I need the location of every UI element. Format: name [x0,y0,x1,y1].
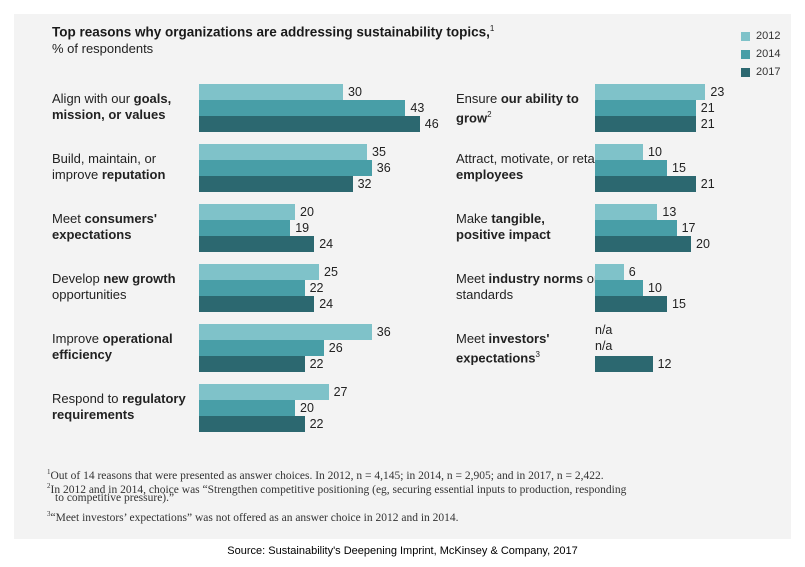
value-label-industry-norms-2014: 10 [648,281,662,295]
bar-reputation-2014 [199,160,372,176]
chart-panel: Top reasons why organizations are addres… [14,14,791,539]
value-label-employees-2012: 10 [648,145,662,159]
bar-consumers-expectations-2014 [199,220,291,236]
bar-goals-mission-or-values-2014 [199,100,406,116]
value-label-reputation-2014: 36 [376,161,391,175]
value-label-industry-norms-2017: 15 [672,297,686,311]
source-note: Source: Sustainability's Deepening Impri… [227,545,578,557]
value-label-operational-efficiency-2012: 36 [376,325,391,339]
category-label-employees: Attract, motivate, or retain employees [456,151,605,182]
value-label-consumers-expectations-2014: 19 [295,221,310,235]
bar-industry-norms-2014 [595,280,643,296]
value-label-tangible-2017: 20 [696,237,710,251]
bar-goals-mission-or-values-2017 [199,116,420,132]
bar-consumers-expectations-2017 [199,236,315,252]
category-label-reputation: Build, maintain, or improve reputation [52,151,166,182]
value-label-reputation-2012: 35 [372,145,386,159]
value-label-operational-efficiency-2017: 22 [309,357,324,371]
category-label-tangible: Make tangible, positive impact [456,211,551,242]
legend-label-2017: 2017 [756,66,781,78]
bar-regulatory-requirements-2014 [199,400,295,416]
category-label-operational-efficiency: Improve operational efficiency [52,331,173,362]
value-label-our-ability-to-grow-2012: 23 [710,85,725,99]
bar-employees-2017 [595,176,696,192]
legend-swatch-2017 [741,67,750,77]
bar-reputation-2017 [199,176,353,192]
title-footnote-mark: 1 [489,24,495,33]
bar-goals-mission-or-values-2012 [199,84,343,100]
bar-our-ability-to-grow-2012 [595,84,706,100]
value-label-our-ability-to-grow-2014: 21 [700,101,715,115]
bar-tangible-2017 [595,236,691,252]
category-label-consumers-expectations: Meet consumers' expectations [52,211,157,242]
bar-regulatory-requirements-2017 [199,416,305,432]
value-label-consumers-expectations-2017: 24 [319,237,334,251]
value-label-tangible-2014: 17 [681,221,696,235]
value-label-new-growth-2017: 24 [319,297,334,311]
category-label-new-growth: Develop new growth opportunities [52,271,176,302]
footnote-2: 2In 2012 and in 2014, choice was “Streng… [47,482,627,496]
value-label-new-growth-2012: 25 [324,265,338,279]
category-label-investors-expectations: Meet investors' expectations3 [456,331,550,366]
legend-item-2014: 2014 [741,48,780,60]
category-label-goals-mission-or-values: Align with our goals, mission, or values [52,91,172,122]
bar-operational-efficiency-2014 [199,340,324,356]
value-label-regulatory-requirements-2012: 27 [333,385,348,399]
value-label-investors-expectations-2012: n/a [595,323,613,337]
legend-item-2017: 2017 [741,66,780,78]
category-label-industry-norms: Meet industry norms or standards [456,271,599,302]
bar-industry-norms-2012 [595,264,624,280]
value-label-regulatory-requirements-2014: 20 [300,401,314,415]
legend-label-2012: 2012 [756,30,781,42]
legend-swatch-2014 [741,49,750,59]
value-label-employees-2014: 15 [672,161,686,175]
footnote-3: to competitive pressure).” [55,492,175,504]
bar-new-growth-2012 [199,264,319,280]
bar-investors-expectations-2017 [595,356,653,372]
value-label-regulatory-requirements-2017: 22 [309,417,324,431]
bar-industry-norms-2017 [595,296,667,312]
category-label-regulatory-requirements: Respond to regulatory requirements [52,391,186,422]
chart-title: Top reasons why organizations are addres… [52,24,495,40]
legend-item-2012: 2012 [741,30,780,42]
value-label-investors-expectations-2014: n/a [595,339,613,353]
bar-employees-2012 [595,144,643,160]
value-label-tangible-2012: 13 [662,205,677,219]
value-label-operational-efficiency-2014: 26 [328,341,343,355]
bar-tangible-2012 [595,204,658,220]
bar-our-ability-to-grow-2017 [595,116,696,132]
value-label-goals-mission-or-values-2014: 43 [410,101,425,115]
bar-reputation-2012 [199,144,367,160]
legend-label-2014: 2014 [756,48,781,60]
bar-new-growth-2017 [199,296,315,312]
chart-subtitle: % of respondents [52,41,154,56]
legend-swatch-2012 [741,31,750,41]
bar-new-growth-2014 [199,280,305,296]
value-label-employees-2017: 21 [700,177,715,191]
value-label-industry-norms-2012: 6 [628,265,636,279]
footnote-4: 3“Meet investors’ expectations” was not … [47,510,459,524]
value-label-goals-mission-or-values-2017: 46 [424,117,439,131]
value-label-investors-expectations-2017: 12 [657,357,672,371]
value-label-consumers-expectations-2012: 20 [300,205,314,219]
value-label-new-growth-2014: 22 [309,281,324,295]
bar-operational-efficiency-2012 [199,324,372,340]
bar-operational-efficiency-2017 [199,356,305,372]
value-label-our-ability-to-grow-2017: 21 [700,117,715,131]
bar-regulatory-requirements-2012 [199,384,329,400]
bar-consumers-expectations-2012 [199,204,295,220]
bar-our-ability-to-grow-2014 [595,100,696,116]
value-label-reputation-2017: 32 [357,177,372,191]
bar-tangible-2014 [595,220,677,236]
bar-employees-2014 [595,160,667,176]
value-label-goals-mission-or-values-2012: 30 [348,85,362,99]
category-label-our-ability-to-grow: Ensure our ability to grow2 [456,91,579,126]
footnote-1: 1Out of 14 reasons that were presented a… [47,468,604,482]
